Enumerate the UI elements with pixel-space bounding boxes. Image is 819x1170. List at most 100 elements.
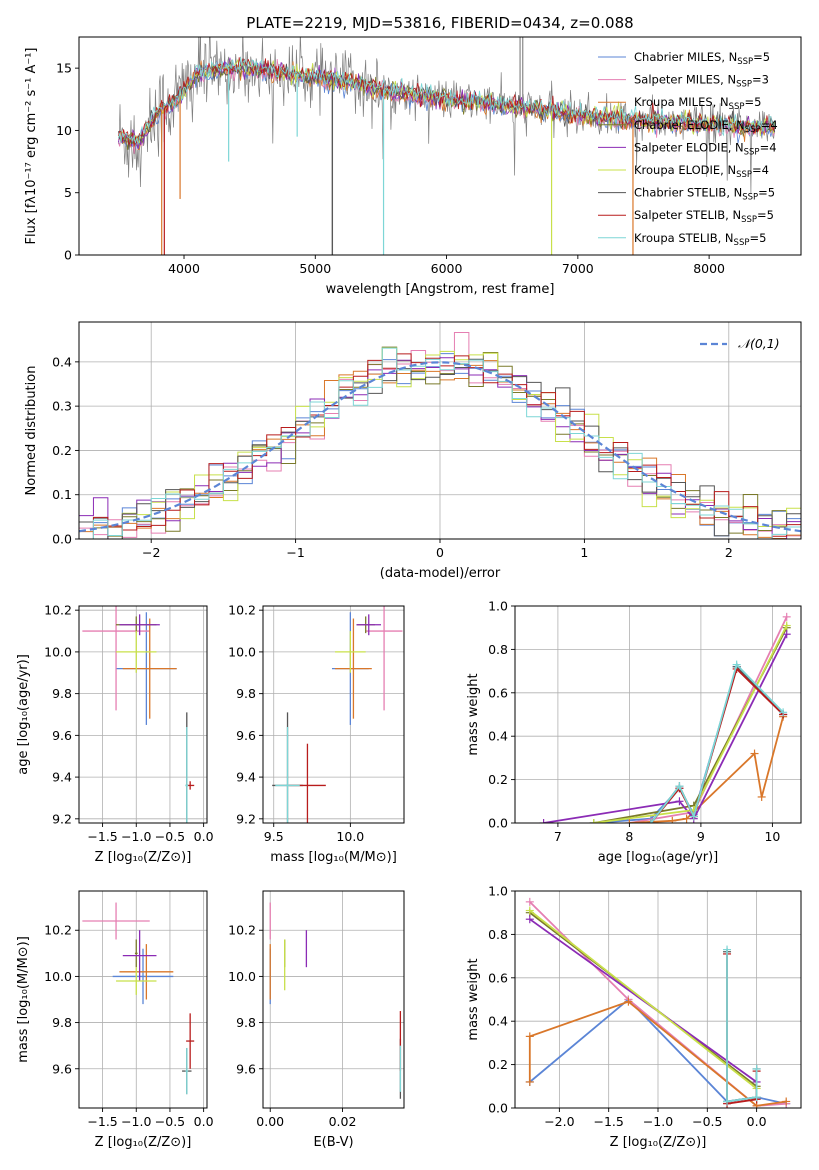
legend-label-tail: =5 bbox=[757, 208, 774, 222]
x-tick-label: 8 bbox=[625, 829, 633, 844]
x-tick-label: −1.5 bbox=[87, 1114, 117, 1129]
legend-label-tail: =4 bbox=[752, 163, 769, 177]
x-tick-label: −1 bbox=[286, 545, 304, 560]
x-tick-label: 8000 bbox=[693, 261, 725, 276]
gaussian-curve bbox=[79, 361, 801, 533]
legend-label-tail: =5 bbox=[753, 50, 770, 64]
legend-label-main: Chabrier ELODIE, N bbox=[634, 118, 745, 132]
x-axis-label: mass [log₁₀(M/M⊙)] bbox=[270, 850, 397, 865]
y-tick-label: 0.8 bbox=[488, 927, 508, 942]
x-tick-label: −2 bbox=[142, 545, 160, 560]
y-axis-label: mass [log₁₀(M/M⊙)] bbox=[16, 936, 31, 1063]
y-tick-label: 10.0 bbox=[228, 969, 256, 984]
legend-label-main: Kroupa STELIB, N bbox=[634, 231, 734, 245]
x-tick-label: 0 bbox=[436, 545, 444, 560]
y-tick-label: 0.8 bbox=[488, 642, 508, 657]
legend-label-sub: SSP bbox=[736, 80, 752, 90]
mass-weight-vs-Z-plot-area bbox=[525, 897, 791, 1108]
x-tick-label: −2.0 bbox=[544, 1114, 574, 1129]
y-tick-label: 0.1 bbox=[52, 487, 72, 502]
y-tick-label: 9.4 bbox=[52, 770, 72, 785]
x-axis-label: Z [log₁₀(Z/Z⊙)] bbox=[95, 850, 192, 865]
x-tick-label: 4000 bbox=[168, 261, 200, 276]
x-tick-label: 0.0 bbox=[194, 829, 214, 844]
legend-label-main: Salpeter MILES, N bbox=[634, 73, 736, 87]
y-tick-label: 0 bbox=[64, 248, 72, 263]
legend-label-sub: SSP bbox=[744, 147, 760, 157]
x-tick-label: 1 bbox=[580, 545, 588, 560]
age-vs-mass-plot-area bbox=[272, 606, 403, 823]
series-line bbox=[629, 716, 784, 823]
y-axis-label: mass weight bbox=[466, 673, 481, 755]
y-tick-label: 0.2 bbox=[488, 772, 508, 787]
mass-vs-ebv-plot-area bbox=[269, 902, 402, 1099]
legend-label-sub: SSP bbox=[745, 125, 761, 135]
y-tick-label: 9.6 bbox=[52, 1061, 72, 1076]
x-tick-label: 7 bbox=[554, 829, 562, 844]
x-axis-label: Z [log₁₀(Z/Z⊙)] bbox=[95, 1135, 192, 1150]
series-line bbox=[529, 909, 758, 1090]
legend-label-sub: SSP bbox=[742, 193, 758, 203]
y-tick-label: 9.8 bbox=[236, 686, 256, 701]
model-spectrum bbox=[118, 58, 776, 150]
legend-label-main: Chabrier STELIB, N bbox=[634, 186, 742, 200]
residual-histogram bbox=[79, 347, 801, 539]
x-axis-label: Z [log₁₀(Z/Z⊙)] bbox=[610, 1135, 707, 1150]
x-tick-label: 10.0 bbox=[336, 829, 364, 844]
y-axis-label: Flux [fλ10⁻¹⁷ erg cm⁻² s⁻¹ A⁻¹] bbox=[24, 48, 39, 245]
x-axis-label: age [log₁₀(age/yr)] bbox=[598, 850, 719, 865]
y-tick-label: 0.0 bbox=[52, 532, 72, 547]
y-tick-label: 1.0 bbox=[488, 599, 508, 614]
y-tick-label: 0.4 bbox=[488, 1014, 508, 1029]
y-tick-label: 10.0 bbox=[44, 644, 72, 659]
y-tick-label: 9.6 bbox=[236, 728, 256, 743]
legend-label: Kroupa MILES, NSSP=5 bbox=[634, 95, 761, 112]
x-tick-label: 0.00 bbox=[256, 1114, 284, 1129]
y-tick-label: 0.2 bbox=[52, 443, 72, 458]
y-axis-label: Normed distribution bbox=[24, 366, 39, 496]
x-tick-label: −1.0 bbox=[121, 829, 151, 844]
legend-label-tail: =4 bbox=[761, 118, 778, 132]
x-tick-label: −1.5 bbox=[594, 1114, 624, 1129]
y-tick-label: 0.6 bbox=[488, 970, 508, 985]
residual-histogram bbox=[79, 347, 801, 539]
y-tick-label: 10.2 bbox=[44, 603, 72, 618]
legend-label: Salpeter STELIB, NSSP=5 bbox=[634, 208, 774, 225]
legend-label-main: Kroupa MILES, N bbox=[634, 95, 729, 109]
legend-label-sub: SSP bbox=[734, 238, 750, 248]
legend-label-main: Kroupa ELODIE, N bbox=[634, 163, 736, 177]
figure-title: PLATE=2219, MJD=53816, FIBERID=0434, z=0… bbox=[246, 14, 633, 32]
axes-frame bbox=[262, 605, 405, 824]
mass-weight-vs-Z-panel: −2.0 −1.5 −1.0 −0.5 0.0 0.0 0.2 0.4 0.6 0.8 1.0 Z [… bbox=[466, 884, 802, 1150]
x-tick-label: 9 bbox=[697, 829, 705, 844]
y-tick-label: 10.2 bbox=[228, 603, 256, 618]
model-spectrum bbox=[118, 57, 776, 145]
y-tick-label: 10.0 bbox=[44, 969, 72, 984]
x-tick-label: 0.0 bbox=[194, 1114, 214, 1129]
legend-label: Salpeter ELODIE, NSSP=4 bbox=[634, 140, 777, 157]
x-tick-label: 9.5 bbox=[264, 829, 284, 844]
mass-weight-vs-age-plot-area bbox=[539, 612, 791, 823]
y-tick-label: 9.4 bbox=[236, 770, 256, 785]
legend-label-main: Salpeter STELIB, N bbox=[634, 208, 741, 222]
x-axis-label: wavelength [Angstrom, rest frame] bbox=[326, 282, 555, 297]
x-tick-label: −1.0 bbox=[121, 1114, 151, 1129]
legend-label-tail: =5 bbox=[749, 231, 766, 245]
axes-frame bbox=[514, 605, 802, 824]
legend-label-tail: =3 bbox=[752, 73, 769, 87]
x-tick-label: 6000 bbox=[431, 261, 463, 276]
age-vs-Z-plot-area bbox=[82, 606, 195, 823]
x-tick-label: −1.5 bbox=[87, 829, 117, 844]
residuals-plot-area bbox=[79, 332, 801, 539]
x-tick-label: −0.5 bbox=[155, 1114, 185, 1129]
x-tick-label: 0.02 bbox=[329, 1114, 357, 1129]
y-tick-label: 0.4 bbox=[488, 729, 508, 744]
legend-label-sub: SSP bbox=[729, 102, 745, 112]
y-tick-label: 9.8 bbox=[236, 1015, 256, 1030]
x-tick-label: −0.5 bbox=[155, 829, 185, 844]
x-axis-label: (data-model)/error bbox=[380, 566, 501, 581]
y-tick-label: 10.2 bbox=[228, 923, 256, 938]
spectrum-panel: 4000 5000 6000 7000 8000 0 5 10 15 wavelength [An… bbox=[24, 36, 802, 297]
